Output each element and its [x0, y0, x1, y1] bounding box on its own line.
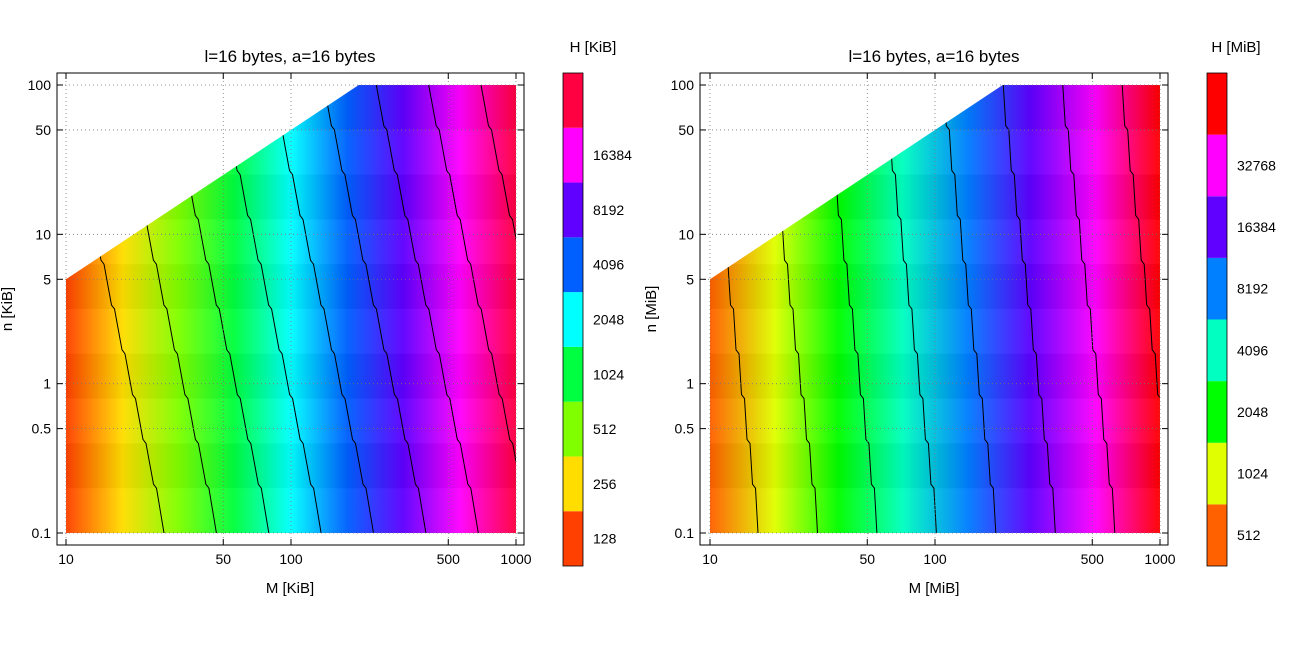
heatmap-band — [710, 85, 1160, 130]
contour-line — [372, 85, 479, 533]
colorbar-segment — [563, 237, 583, 293]
colorbar-frame — [562, 72, 584, 567]
x-tick-label: 50 — [215, 551, 231, 567]
colorbar-segment — [1207, 257, 1227, 320]
chart-title: l=16 bytes, a=16 bytes — [204, 47, 375, 66]
heatmap-band — [66, 85, 516, 130]
chart-panel-2: 10 50 100 500 1000 0.1 0.5 1 5 10 50 100 l=16 bytes,… — [643, 39, 1276, 597]
heatmap-band — [66, 130, 516, 175]
colorbar-label: 1024 — [1237, 466, 1268, 482]
colorbar: H [KiB] 128 256 512 1024 2048 4096 8192 16384 — [562, 39, 632, 567]
colorbar-label: 16384 — [1237, 219, 1276, 235]
colorbar-segment — [563, 73, 583, 128]
heatmap-field — [66, 85, 516, 533]
x-tick-label: 500 — [437, 551, 461, 567]
y-tick-label: 0.1 — [675, 525, 695, 541]
x-tick-label: 50 — [859, 551, 875, 567]
colorbar-segment — [1207, 381, 1227, 443]
axes-frame — [699, 72, 1169, 546]
heatmap-band — [66, 488, 516, 533]
contour-line — [1059, 85, 1116, 533]
y-tick-label: 5 — [43, 271, 51, 287]
contour-line — [477, 85, 516, 533]
contour-line — [320, 85, 427, 533]
x-tick-label: 10 — [702, 551, 718, 567]
colorbar: H [MiB] 512 1024 2048 4096 8192 16384 32768 — [1206, 39, 1276, 567]
heatmap-band — [66, 309, 516, 354]
colorbar-segment — [563, 346, 583, 402]
contour-line — [425, 85, 516, 533]
contour-line — [268, 85, 374, 533]
colorbar-segment — [563, 456, 583, 512]
colorbar-label: 8192 — [593, 202, 624, 218]
colorbar-segment — [1207, 442, 1227, 505]
colorbar-label: 2048 — [1237, 404, 1268, 420]
colorbar-label: 32768 — [1237, 157, 1276, 173]
colorbar-segment — [1207, 319, 1227, 382]
y-tick-label: 50 — [678, 122, 694, 138]
y-tick-label: 10 — [35, 226, 51, 242]
colorbar-label: 512 — [1237, 527, 1261, 543]
colorbar-label: 1024 — [593, 366, 624, 382]
colorbar-label: 128 — [593, 531, 617, 547]
x-tick-label: 100 — [923, 551, 947, 567]
colorbar-label: 512 — [593, 421, 617, 437]
heatmap-band — [66, 354, 516, 399]
contour-line — [940, 85, 997, 533]
colorbar-segment — [563, 292, 583, 347]
colorbar-label: 2048 — [593, 312, 624, 328]
colorbar-segment — [1207, 73, 1227, 135]
y-axis-label: n [MiB] — [643, 286, 660, 333]
y-tick-label: 0.5 — [32, 421, 52, 437]
colorbar-label: 256 — [593, 476, 617, 492]
chart-panel-1: 10 50 100 500 1000 0.1 0.5 1 5 10 50 100 l=16 bytes,… — [0, 39, 632, 597]
colorbar-segment — [563, 401, 583, 457]
colorbar-segment — [563, 127, 583, 183]
colorbar-label: 8192 — [1237, 281, 1268, 297]
colorbar-title: H [KiB] — [570, 39, 617, 56]
y-tick-label: 10 — [678, 226, 694, 242]
y-tick-label: 100 — [671, 77, 695, 93]
y-axis-label: n [KiB] — [0, 287, 16, 331]
y-tick-label: 5 — [686, 271, 694, 287]
heatmap-band — [66, 264, 516, 309]
y-tick-label: 0.5 — [675, 421, 695, 437]
chart-title: l=16 bytes, a=16 bytes — [848, 47, 1019, 66]
colorbar-segment — [1207, 196, 1227, 258]
colorbar-segment — [1207, 134, 1227, 197]
colorbar-segment — [563, 511, 583, 566]
x-axis-label: M [KiB] — [266, 580, 314, 597]
contour-line — [999, 85, 1056, 533]
x-tick-label: 10 — [58, 551, 74, 567]
colorbar-label: 4096 — [593, 257, 624, 273]
y-tick-label: 100 — [28, 77, 52, 93]
heatmap-field — [710, 85, 1160, 533]
colorbar-frame — [1206, 72, 1228, 567]
x-tick-label: 1000 — [500, 551, 531, 567]
x-tick-label: 500 — [1081, 551, 1105, 567]
x-tick-label: 1000 — [1144, 551, 1175, 567]
colorbar-title: H [MiB] — [1211, 39, 1260, 56]
contour-line — [1118, 85, 1160, 533]
y-tick-label: 50 — [35, 122, 51, 138]
colorbar-segment — [1207, 504, 1227, 566]
y-tick-label: 1 — [686, 376, 694, 392]
colorbar-label: 4096 — [1237, 342, 1268, 358]
y-tick-label: 1 — [43, 376, 51, 392]
x-axis-label: M [MiB] — [909, 580, 960, 597]
x-tick-label: 100 — [279, 551, 303, 567]
heatmap-band — [710, 354, 1160, 399]
heatmap-band — [710, 130, 1160, 175]
heatmap-band — [710, 264, 1160, 309]
colorbar-segment — [563, 182, 583, 238]
y-tick-label: 0.1 — [32, 525, 52, 541]
colorbar-label: 16384 — [593, 147, 632, 163]
